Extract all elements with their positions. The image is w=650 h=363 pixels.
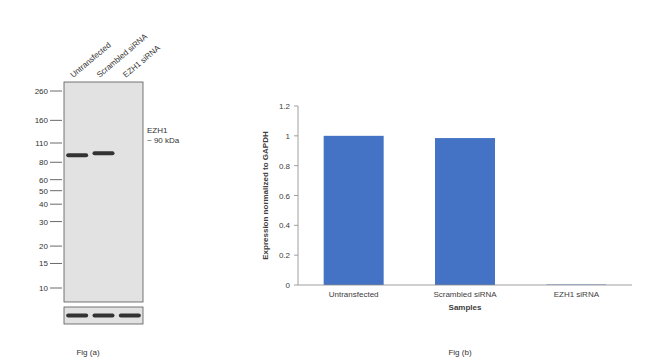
bars xyxy=(324,136,607,285)
target-size: ~ 90 kDa xyxy=(147,136,180,145)
loading-band xyxy=(66,314,88,318)
marker-tick xyxy=(50,179,62,180)
x-tick-label: Untransfected xyxy=(329,290,379,299)
caption: Fig (a) xyxy=(76,348,99,357)
y-tick-label: 0.4 xyxy=(279,221,291,230)
marker-tick xyxy=(50,162,62,163)
marker-label: 110 xyxy=(35,139,48,148)
y-axis xyxy=(298,106,299,285)
y-tick xyxy=(294,195,298,196)
target-label: EZH1 xyxy=(147,126,168,135)
figure: 2601601108060504030201510UntransfectedSc… xyxy=(0,0,650,363)
loading-band xyxy=(93,314,115,318)
band xyxy=(66,153,88,157)
y-tick xyxy=(294,285,298,286)
x-tick-label: Scrambled siRNA xyxy=(433,290,497,299)
bar xyxy=(435,138,495,285)
y-tick-label: 0.2 xyxy=(279,251,291,260)
marker-tick xyxy=(50,221,62,222)
marker-tick xyxy=(50,288,62,289)
y-tick-label: 0.6 xyxy=(279,192,291,201)
marker-label: 40 xyxy=(39,200,48,209)
marker-label: 20 xyxy=(39,242,48,251)
marker-tick xyxy=(50,143,62,144)
gel xyxy=(64,82,143,302)
marker-label: 15 xyxy=(39,259,48,268)
y-tick-label: 0.8 xyxy=(279,162,291,171)
marker-label: 60 xyxy=(39,176,48,185)
y-tick-label: 1.2 xyxy=(279,102,291,111)
y-tick xyxy=(294,225,298,226)
marker-label: 10 xyxy=(39,284,48,293)
y-tick xyxy=(294,165,298,166)
y-tick-label: 1 xyxy=(286,132,291,141)
marker-tick xyxy=(50,246,62,247)
marker-tick xyxy=(50,263,62,264)
marker-label: 30 xyxy=(39,218,48,227)
y-axis-label: Expression normalized to GAPDH xyxy=(261,131,270,260)
y-tick xyxy=(294,255,298,256)
marker-tick xyxy=(50,204,62,205)
y-tick-label: 0 xyxy=(286,281,291,290)
marker-tick xyxy=(50,120,62,121)
y-tick xyxy=(294,106,298,107)
marker-label: 80 xyxy=(39,158,48,167)
marker-label: 260 xyxy=(35,87,49,96)
loading-strip xyxy=(64,307,143,324)
caption: Fig (b) xyxy=(448,348,471,357)
marker-label: 160 xyxy=(35,116,49,125)
loading-band xyxy=(119,314,141,318)
x-axis-label: Samples xyxy=(449,303,482,312)
band xyxy=(93,151,115,155)
x-tick-label: EZH1 siRNA xyxy=(554,290,600,299)
marker-label: 50 xyxy=(39,187,48,196)
y-tick xyxy=(294,135,298,136)
bar xyxy=(324,136,384,285)
marker-tick xyxy=(50,91,62,92)
marker-tick xyxy=(50,190,62,191)
x-axis xyxy=(298,285,632,286)
lane-label: EZH1 siRNA xyxy=(121,43,162,79)
